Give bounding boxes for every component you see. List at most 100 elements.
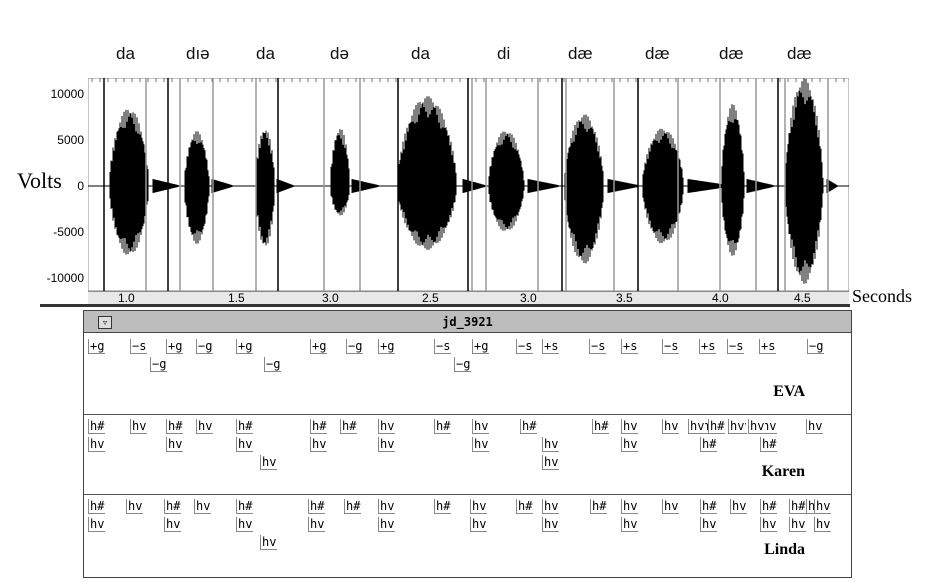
segment-label[interactable]: h# [340, 419, 358, 434]
segment-label[interactable]: hv [378, 499, 396, 514]
segment-label[interactable]: hv [814, 499, 832, 514]
segment-label[interactable]: h# [236, 419, 254, 434]
segment-label[interactable]: hv [621, 437, 639, 452]
segment-label[interactable]: hv [662, 419, 680, 434]
segment-label[interactable]: h# [700, 437, 718, 452]
waveform-plot[interactable] [88, 78, 849, 291]
segment-label[interactable]: hv [542, 517, 560, 532]
segment-label[interactable]: h# [434, 419, 452, 434]
segment-label[interactable]: +s [542, 339, 560, 354]
segment-label[interactable]: −s [434, 339, 452, 354]
segment-label[interactable]: hv [88, 517, 106, 532]
window-titlebar[interactable]: ▿ jd_3921 [84, 311, 851, 333]
segment-label[interactable]: hv [662, 499, 680, 514]
segment-label[interactable]: hv [542, 437, 560, 452]
segment-label[interactable]: hv [308, 517, 326, 532]
segment-label[interactable]: −s [662, 339, 680, 354]
tier-karen[interactable]: Karen h# hv hv h# hv hv h# hv hv h# hv h# hv hv h# hv hv h… [84, 414, 851, 495]
segment-label[interactable]: hv [730, 499, 748, 514]
segment-label[interactable]: hv [728, 419, 746, 434]
label-window[interactable]: ▿ jd_3921 EVA +g −s +g −g +g −g −g +g −g +g −s +g −g −… [83, 310, 852, 578]
segment-label[interactable]: hv [470, 499, 488, 514]
segment-label[interactable]: hv [700, 517, 718, 532]
segment-label[interactable]: +s [759, 339, 777, 354]
segment-label[interactable]: −s [130, 339, 148, 354]
segment-label[interactable]: −g [150, 357, 168, 372]
segment-label[interactable]: h# [166, 419, 184, 434]
segment-label[interactable]: hv [166, 437, 184, 452]
segment-label[interactable]: hv [748, 419, 766, 434]
segment-label[interactable]: +g [472, 339, 490, 354]
tier-eva[interactable]: EVA +g −s +g −g +g −g −g +g −g +g −s +g −g −s +s −s +s −s +… [84, 335, 851, 415]
segment-label[interactable]: +g [236, 339, 254, 354]
segment-label[interactable]: h# [760, 499, 778, 514]
segment-label[interactable]: +g [88, 339, 106, 354]
segment-label[interactable]: hv [378, 419, 396, 434]
segment-label[interactable]: −g [346, 339, 364, 354]
segment-label[interactable]: hv [310, 437, 328, 452]
segment-label[interactable]: h# [434, 499, 452, 514]
segment-label[interactable]: −s [589, 339, 607, 354]
segment-label[interactable]: hv [236, 517, 254, 532]
window-title: jd_3921 [442, 315, 493, 329]
segment-label[interactable]: −g [196, 339, 214, 354]
x-tick-label: 1.0 [118, 291, 135, 305]
segment-label[interactable]: hv [806, 419, 824, 434]
x-tick-label: 4.5 [794, 291, 811, 305]
segment-label[interactable]: h# [700, 499, 718, 514]
segment-label[interactable]: hv [164, 517, 182, 532]
segment-label[interactable]: +g [378, 339, 396, 354]
segment-label[interactable]: h# [88, 499, 106, 514]
segment-label[interactable]: hv [814, 517, 832, 532]
segment-label[interactable]: −g [807, 339, 825, 354]
segment-label[interactable]: hv [260, 455, 278, 470]
segment-label[interactable]: hv [542, 499, 560, 514]
segment-label[interactable]: +s [699, 339, 717, 354]
segment-label[interactable]: hv [789, 517, 807, 532]
segment-label[interactable]: h# [164, 499, 182, 514]
segment-label[interactable]: hv [126, 499, 144, 514]
segment-label[interactable]: −g [264, 357, 282, 372]
segment-label[interactable]: h# [308, 499, 326, 514]
segment-label[interactable]: hv [688, 419, 706, 434]
segment-label[interactable]: +g [166, 339, 184, 354]
segment-label[interactable]: hv [260, 535, 278, 550]
y-tick-label: -10000 [46, 271, 84, 285]
segment-label[interactable]: +g [310, 339, 328, 354]
segment-label[interactable]: −g [454, 357, 472, 372]
segment-label[interactable]: −s [516, 339, 534, 354]
segment-label[interactable]: h# [760, 437, 778, 452]
segment-label[interactable]: h# [344, 499, 362, 514]
segment-label[interactable]: hv [542, 455, 560, 470]
tier-linda[interactable]: Linda h# hv hv h# hv hv h# hv hv h# hv h# hv hv h# hv hv h… [84, 494, 851, 575]
segment-label[interactable]: hv [472, 419, 490, 434]
segment-label[interactable]: h# [789, 499, 807, 514]
segment-label[interactable]: h# [708, 419, 726, 434]
tier-divider [84, 414, 851, 415]
segment-label[interactable]: h# [516, 499, 534, 514]
window-menu-button[interactable]: ▿ [98, 316, 112, 329]
segment-label[interactable]: +s [621, 339, 639, 354]
segment-label[interactable]: hv [621, 419, 639, 434]
segment-label[interactable]: h# [520, 419, 538, 434]
segment-label[interactable]: hv [760, 517, 778, 532]
segment-label[interactable]: hv [196, 419, 214, 434]
segment-label[interactable]: hv [130, 419, 148, 434]
segment-label[interactable]: hv [194, 499, 212, 514]
segment-label[interactable]: hv [378, 437, 396, 452]
segment-label[interactable]: h# [88, 419, 106, 434]
segment-label[interactable]: h# [236, 499, 254, 514]
waveform-burst [785, 78, 838, 284]
segment-label[interactable]: hv [470, 517, 488, 532]
segment-label[interactable]: h# [310, 419, 328, 434]
segment-label[interactable]: hv [472, 437, 490, 452]
segment-label[interactable]: hv [621, 499, 639, 514]
waveform-burst [642, 128, 729, 244]
segment-label[interactable]: hv [621, 517, 639, 532]
segment-label[interactable]: h# [592, 419, 610, 434]
segment-label[interactable]: hv [378, 517, 396, 532]
segment-label[interactable]: hv [88, 437, 106, 452]
segment-label[interactable]: hv [236, 437, 254, 452]
segment-label[interactable]: −s [727, 339, 745, 354]
segment-label[interactable]: h# [590, 499, 608, 514]
